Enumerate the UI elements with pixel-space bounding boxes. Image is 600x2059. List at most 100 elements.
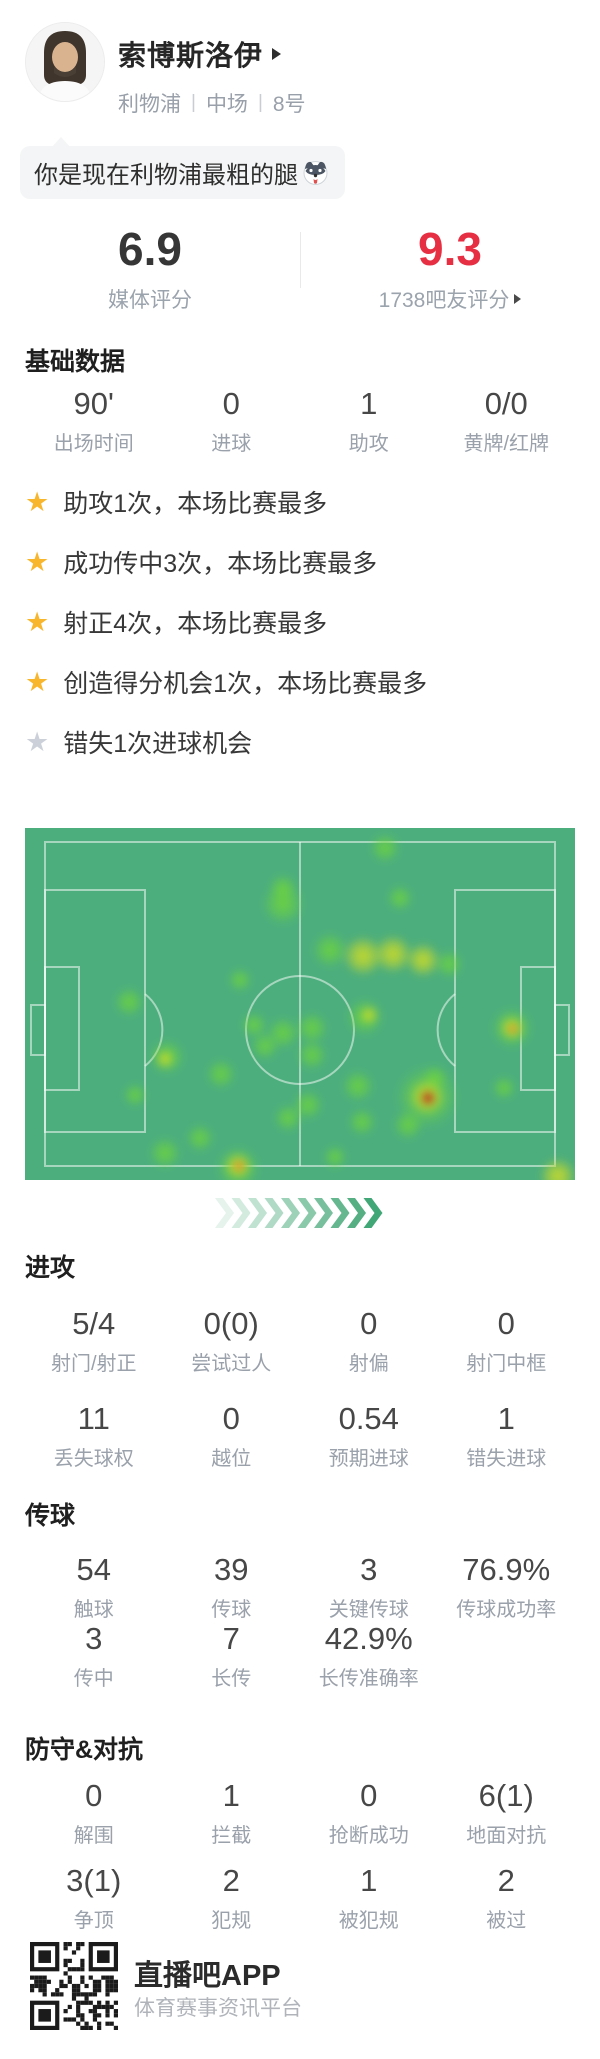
stat-value: 0.54 xyxy=(338,1401,399,1436)
stat-cell: 0 射门中框 xyxy=(438,1306,576,1376)
stat-label: 被过 xyxy=(486,1910,527,1932)
fans-rating-value: 9.3 xyxy=(418,223,482,275)
stat-value: 1 xyxy=(360,386,378,421)
stat-value: 5/4 xyxy=(72,1306,116,1341)
highlight-text: 射正4次，本场比赛最多 xyxy=(63,610,328,638)
stat-value: 90' xyxy=(73,386,114,421)
stat-value: 3 xyxy=(85,1621,103,1656)
stat-value: 76.9% xyxy=(462,1552,551,1587)
star-icon: ★ xyxy=(25,726,50,757)
player-team: 利物浦 xyxy=(118,93,181,116)
stat-value: 1 xyxy=(222,1778,240,1813)
passing-stats-row-2: 3 传中 7 长传 42.9% 长传准确率 xyxy=(25,1621,575,1691)
stat-label: 进球 xyxy=(211,433,252,455)
stat-value: 0 xyxy=(85,1778,103,1813)
highlight-item: ★ 助攻1次，本场比赛最多 xyxy=(25,472,585,532)
meta-separator: | xyxy=(191,92,196,113)
fans-rating-label[interactable]: 1738吧友评分 xyxy=(300,284,600,314)
stat-value: 39 xyxy=(214,1552,249,1587)
defense-stats-row-2: 3(1) 争顶 2 犯规 1 被犯规 2 被过 xyxy=(25,1863,575,1933)
pitch-heatmap-svg xyxy=(25,828,576,1194)
stat-cell: 3 关键传球 xyxy=(300,1552,438,1622)
highlight-item: ★ 成功传中3次，本场比赛最多 xyxy=(25,532,585,592)
stat-cell: 1 拦截 xyxy=(163,1778,301,1848)
stat-value: 7 xyxy=(222,1621,240,1656)
player-meta: 利物浦 | 中场 | 8号 xyxy=(118,88,306,118)
highlight-text: 助攻1次，本场比赛最多 xyxy=(63,490,328,518)
player-name-row[interactable]: 索博斯洛伊 xyxy=(118,34,282,74)
stat-label: 射门中框 xyxy=(466,1353,547,1375)
stat-cell: 1 助攻 xyxy=(300,386,438,456)
stat-value: 54 xyxy=(76,1552,111,1587)
stat-label: 越位 xyxy=(211,1448,252,1470)
attack-stats-row-2: 11 丢失球权 0 越位 0.54 预期进球 1 错失进球 xyxy=(25,1401,575,1471)
stat-cell: 0 抢断成功 xyxy=(300,1778,438,1848)
fans-rating-arrow-icon xyxy=(514,294,522,304)
stat-label: 拦截 xyxy=(211,1825,252,1847)
section-title-attack: 进攻 xyxy=(25,1254,76,1282)
stat-label: 丢失球权 xyxy=(53,1448,134,1470)
section-title-passing: 传球 xyxy=(25,1502,76,1530)
stat-label: 助攻 xyxy=(348,433,389,455)
stat-cell: 39 传球 xyxy=(163,1552,301,1622)
stat-label: 解围 xyxy=(73,1825,114,1847)
stat-label: 出场时间 xyxy=(53,433,134,455)
stat-cell: 2 被过 xyxy=(438,1863,576,1933)
avatar-photo xyxy=(26,23,104,101)
stat-cell: 11 丢失球权 xyxy=(25,1401,163,1471)
highlight-item: ★ 创造得分机会1次，本场比赛最多 xyxy=(25,652,585,712)
fans-rating[interactable]: 9.3 1738吧友评分 xyxy=(300,224,600,314)
highlight-item: ★ 射正4次，本场比赛最多 xyxy=(25,592,585,652)
stat-label: 传球 xyxy=(211,1599,252,1621)
stat-value: 6(1) xyxy=(478,1778,534,1813)
stat-value: 0 xyxy=(360,1778,378,1813)
highlight-item: ★ 错失1次进球机会 xyxy=(25,712,585,772)
stat-label: 黄牌/红牌 xyxy=(463,433,550,455)
stat-label: 传球成功率 xyxy=(456,1599,557,1621)
stat-cell: 0/0 黄牌/红牌 xyxy=(438,386,576,456)
stat-cell: 76.9% 传球成功率 xyxy=(438,1552,576,1622)
stat-value: 1 xyxy=(497,1401,515,1436)
stat-value: 0/0 xyxy=(484,386,528,421)
footer-app-name: 直播吧APP xyxy=(134,1960,281,1992)
qr-code xyxy=(30,1942,118,2030)
highlight-text: 错失1次进球机会 xyxy=(63,730,253,758)
stat-label: 犯规 xyxy=(211,1910,252,1932)
star-icon: ★ xyxy=(25,546,50,577)
stat-label: 抢断成功 xyxy=(328,1825,409,1847)
stat-value: 3(1) xyxy=(66,1863,122,1898)
stat-value: 3 xyxy=(360,1552,378,1587)
star-icon: ★ xyxy=(25,666,50,697)
avatar[interactable] xyxy=(25,22,105,102)
stat-label: 触球 xyxy=(73,1599,114,1621)
highlight-text: 创造得分机会1次，本场比赛最多 xyxy=(63,670,428,698)
stat-value: 11 xyxy=(77,1401,110,1436)
stat-value: 1 xyxy=(360,1863,378,1898)
stat-cell: 0.54 预期进球 xyxy=(300,1401,438,1471)
stat-value: 42.9% xyxy=(324,1621,413,1656)
stat-value: 0 xyxy=(360,1306,378,1341)
defense-stats-row-1: 0 解围 1 拦截 0 抢断成功 6(1) 地面对抗 xyxy=(25,1778,575,1848)
section-title-basic: 基础数据 xyxy=(25,348,126,376)
stat-value: 0 xyxy=(222,1401,240,1436)
stat-value: 0(0) xyxy=(203,1306,259,1341)
dropdown-arrow-icon xyxy=(272,48,282,60)
stat-label: 争顶 xyxy=(73,1910,114,1932)
stat-label: 射偏 xyxy=(348,1353,389,1375)
star-icon: ★ xyxy=(25,486,50,517)
stat-label: 被犯规 xyxy=(338,1910,399,1932)
stat-label: 错失进球 xyxy=(466,1448,547,1470)
stat-cell: 0 越位 xyxy=(163,1401,301,1471)
player-position: 中场 xyxy=(205,93,248,116)
husky-emoji xyxy=(303,161,328,185)
player-name: 索博斯洛伊 xyxy=(118,40,264,71)
stat-cell: 1 错失进球 xyxy=(438,1401,576,1471)
stat-cell: 7 长传 xyxy=(163,1621,301,1691)
stat-cell: 42.9% 长传准确率 xyxy=(300,1621,438,1691)
passing-stats-row-1: 54 触球 39 传球 3 关键传球 76.9% 传球成功率 xyxy=(25,1552,575,1622)
stat-label: 预期进球 xyxy=(328,1448,409,1470)
bubble-notch xyxy=(52,137,70,147)
stat-cell: 5/4 射门/射正 xyxy=(25,1306,163,1376)
stat-cell: 0 解围 xyxy=(25,1778,163,1848)
position-heatmap xyxy=(25,828,576,1194)
